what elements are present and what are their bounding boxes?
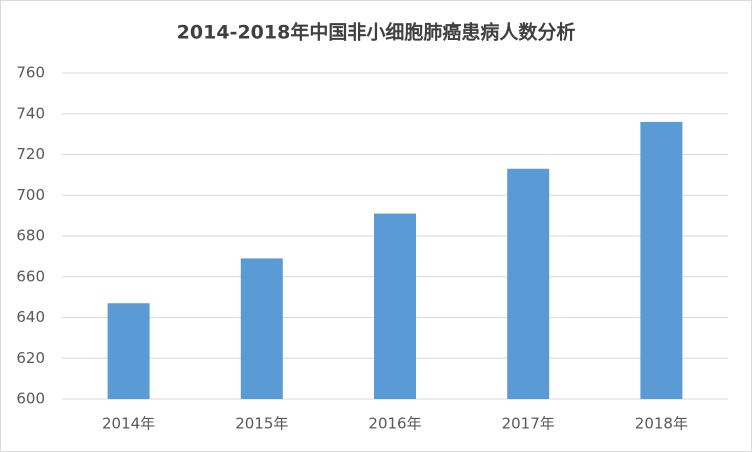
x-tick-label: 2017年 bbox=[502, 415, 555, 433]
y-tick-label: 760 bbox=[16, 64, 45, 82]
y-tick-label: 660 bbox=[16, 267, 45, 285]
bar bbox=[507, 168, 550, 399]
y-tick-label: 640 bbox=[16, 308, 45, 326]
y-tick-label: 700 bbox=[16, 186, 45, 204]
y-tick-label: 680 bbox=[16, 227, 45, 245]
x-tick-label: 2014年 bbox=[102, 415, 155, 433]
x-tick-label: 2018年 bbox=[635, 415, 688, 433]
y-tick-label: 720 bbox=[16, 145, 45, 163]
x-tick-label: 2015年 bbox=[235, 415, 288, 433]
bar bbox=[374, 213, 416, 399]
bar bbox=[640, 121, 683, 400]
x-tick-label: 2016年 bbox=[368, 415, 421, 433]
bar bbox=[240, 258, 283, 399]
bar bbox=[107, 303, 150, 399]
y-tick-label: 740 bbox=[16, 104, 45, 122]
y-tick-label: 620 bbox=[16, 349, 45, 367]
y-tick-label: 600 bbox=[16, 390, 45, 408]
chart-title: 2014-2018年中国非小细胞肺癌患病人数分析 bbox=[177, 21, 576, 44]
